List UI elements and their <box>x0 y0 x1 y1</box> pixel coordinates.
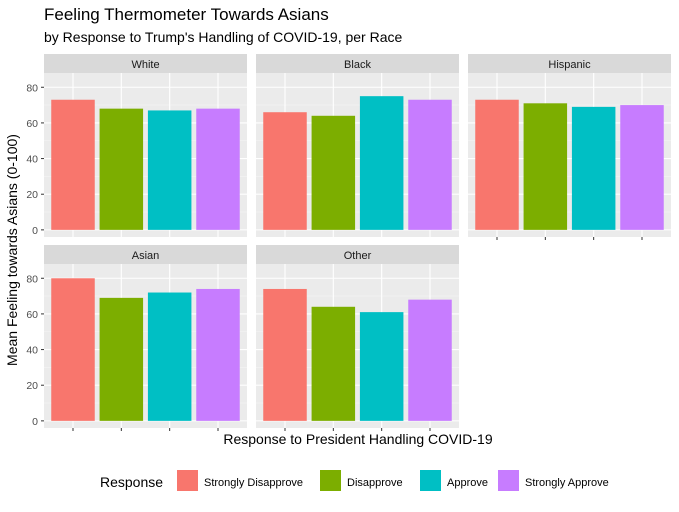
bar-white-approve <box>147 110 192 230</box>
facet-strip <box>468 54 671 73</box>
facet-strip <box>256 245 459 264</box>
bar-hispanic-strongly-approve <box>620 105 664 230</box>
chart-title: Feeling Thermometer Towards Asians <box>44 5 329 24</box>
bar-hispanic-disapprove <box>523 103 568 230</box>
y-tick-label: 40 <box>26 345 38 357</box>
y-tick-label: 80 <box>26 273 38 285</box>
y-tick-label: 80 <box>26 82 38 94</box>
bar-white-strongly-disapprove <box>51 99 95 230</box>
bar-asian-approve <box>147 292 192 421</box>
y-tick-label: 60 <box>26 309 38 321</box>
bar-other-strongly-approve <box>408 299 452 421</box>
facet-strip-label: White <box>131 59 159 71</box>
facet-strip-label: Black <box>344 59 371 71</box>
facet-strip <box>44 245 247 264</box>
bar-hispanic-strongly-disapprove <box>475 99 519 230</box>
bar-white-strongly-approve <box>196 108 240 230</box>
y-tick-label: 20 <box>26 189 38 201</box>
legend-key <box>320 470 341 491</box>
facet-strip <box>256 54 459 73</box>
bar-asian-disapprove <box>99 297 144 421</box>
facet-panels: White 0 20 40 60 80 Black Hispanic Asian 0 20 40 60 8… <box>26 54 671 431</box>
legend-entry-label: Disapprove <box>347 477 403 489</box>
legend-key <box>420 470 441 491</box>
chart-subtitle: by Response to Trump's Handling of COVID… <box>44 29 402 45</box>
y-tick-label: 0 <box>32 416 38 428</box>
bar-black-disapprove <box>311 115 356 230</box>
bar-other-approve <box>359 312 404 421</box>
legend: Response Strongly Disapprove Disapprove Ap… <box>100 470 609 491</box>
y-tick-label: 20 <box>26 380 38 392</box>
y-axis-label: Mean Feeling towards Asians (0-100) <box>4 134 20 366</box>
legend-entry-label: Strongly Disapprove <box>204 477 303 489</box>
legend-entry-label: Approve <box>447 477 488 489</box>
bar-asian-strongly-approve <box>196 288 240 421</box>
facet-strip <box>44 54 247 73</box>
y-tick-label: 60 <box>26 118 38 130</box>
facet-strip-label: Hispanic <box>548 59 591 71</box>
bar-other-disapprove <box>311 306 356 421</box>
bar-black-strongly-disapprove <box>263 112 307 230</box>
bar-black-approve <box>359 96 404 230</box>
facet-strip-label: Asian <box>132 250 160 262</box>
x-axis-label: Response to President Handling COVID-19 <box>223 431 492 447</box>
legend-entry-label: Strongly Approve <box>525 477 609 489</box>
y-tick-label: 0 <box>32 225 38 237</box>
facet-strip-label: Other <box>344 250 372 262</box>
legend-title: Response <box>100 474 163 490</box>
legend-key <box>177 470 198 491</box>
bar-black-strongly-approve <box>408 99 452 230</box>
bar-other-strongly-disapprove <box>263 288 307 421</box>
bar-white-disapprove <box>99 108 144 230</box>
y-tick-label: 40 <box>26 154 38 166</box>
bar-asian-strongly-disapprove <box>51 278 95 421</box>
legend-key <box>498 470 519 491</box>
bar-hispanic-approve <box>571 106 616 230</box>
